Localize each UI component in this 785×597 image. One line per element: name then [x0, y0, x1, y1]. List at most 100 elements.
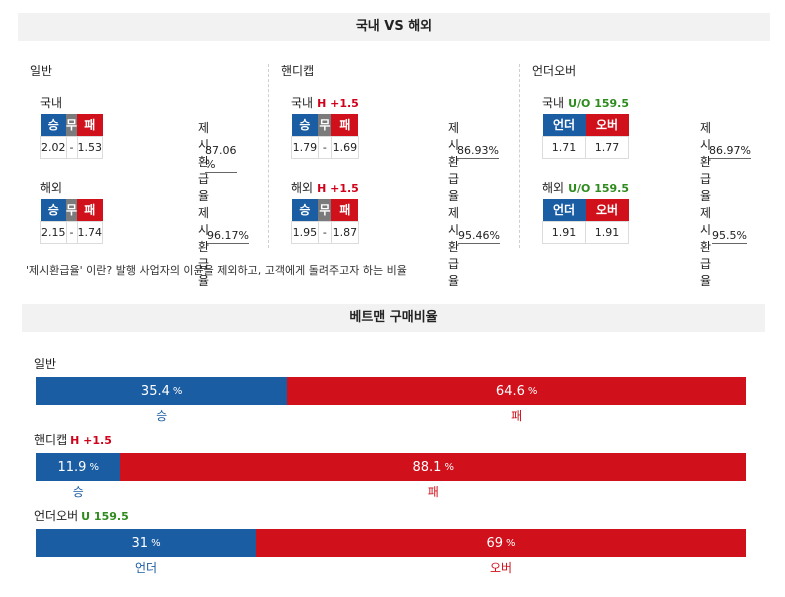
- rate-label: 제시환급율: [448, 121, 460, 203]
- odds-draw: -: [65, 135, 78, 159]
- rate-value: 86.97%: [709, 144, 751, 159]
- column-title: 언더오버: [532, 64, 577, 78]
- handicap-tag: H +1.5: [317, 182, 359, 195]
- header-loss: 패: [77, 114, 103, 136]
- header-draw: 무: [66, 114, 78, 136]
- percent-unit: %: [506, 537, 516, 549]
- bet-row-title: 언더오버 U 159.5: [34, 507, 129, 524]
- bet-row-title: 일반: [34, 355, 59, 372]
- bet-right-value: 64.6: [495, 383, 525, 399]
- bet-ratio-bar: 11.9% 88.1%: [36, 453, 746, 481]
- bet-right-segment: 64.6%: [287, 377, 746, 405]
- rate-value: 87.06 %: [205, 144, 237, 173]
- handicap-tag: H +1.5: [317, 97, 359, 110]
- column-divider: [268, 64, 269, 248]
- odds-win: 2.02: [40, 135, 67, 159]
- bet-right-value: 88.1: [412, 459, 442, 475]
- block-name: 국내: [40, 96, 63, 110]
- column-general: 일반 국내 승 무 패 2.02 - 1.53 제시환급율 87.06 % 해외…: [30, 62, 260, 288]
- block-name: 국내: [291, 96, 314, 110]
- header-win: 승: [40, 199, 66, 221]
- odds-over: 1.77: [585, 135, 630, 159]
- rate-value: 86.93%: [457, 144, 499, 159]
- rate-label: 제시환급율: [700, 121, 712, 203]
- rate-value: 95.5%: [712, 229, 747, 244]
- odds-table: 승 무 패 1.95 - 1.87: [291, 199, 359, 244]
- bet-right-label: 오버: [489, 561, 513, 575]
- bet-left-value: 31: [131, 535, 149, 551]
- header-win: 승: [291, 199, 319, 221]
- odds-block-domestic: 국내 H +1.5 승 무 패 1.79 - 1.69 제시환급율 86.93%: [291, 94, 499, 203]
- header-draw: 무: [318, 114, 332, 136]
- bet-left-value: 35.4: [140, 383, 170, 399]
- bet-row-name: 언더오버: [34, 509, 79, 523]
- bet-right-segment: 88.1%: [120, 453, 746, 481]
- refund-rate-note: '제시환급율' 이란? 발행 사업자의 이윤을 제외하고, 고객에게 돌려주고자…: [26, 264, 407, 277]
- bet-right-value: 69: [486, 535, 504, 551]
- percent-unit: %: [89, 461, 99, 473]
- bet-left-segment: 11.9%: [36, 453, 121, 481]
- top-section-header: 국내 VS 해외: [18, 13, 770, 41]
- odds-table: 언더 오버 1.71 1.77: [541, 114, 630, 159]
- odds-table: 승 무 패 1.79 - 1.69: [291, 114, 359, 159]
- column-under-over: 언더오버 국내 U/O 159.5 언더 오버 1.71 1.77 제시환급율 8…: [532, 62, 762, 288]
- block-title: 해외 U/O 159.5: [542, 179, 629, 197]
- rate-label: 제시환급율: [198, 206, 210, 288]
- header-over: 오버: [585, 114, 629, 136]
- betman-section-header: 베트맨 구매비율: [22, 304, 765, 332]
- odds-table: 승 무 패 2.15 - 1.74: [40, 199, 104, 244]
- header-under: 언더: [542, 114, 586, 136]
- block-title: 국내: [40, 94, 62, 112]
- bet-row-name: 일반: [34, 357, 57, 371]
- total-line-tag: U/O 159.5: [568, 97, 630, 110]
- percent-unit: %: [151, 537, 161, 549]
- odds-draw: -: [317, 135, 332, 159]
- odds-win: 2.15: [40, 220, 67, 244]
- block-title: 해외: [40, 179, 62, 197]
- header-loss: 패: [77, 199, 103, 221]
- odds-draw: -: [317, 220, 332, 244]
- header-loss: 패: [331, 199, 359, 221]
- block-title: 국내 H +1.5: [291, 94, 359, 112]
- odds-loss: 1.69: [330, 135, 359, 159]
- column-handicap: 핸디캡 국내 H +1.5 승 무 패 1.79 - 1.69 제시환급율 86.…: [281, 62, 511, 288]
- block-name: 해외: [542, 181, 565, 195]
- bet-right-segment: 69%: [256, 529, 746, 557]
- odds-loss: 1.87: [330, 220, 359, 244]
- bet-right-label: 패: [427, 485, 439, 499]
- bet-row-tag: U 159.5: [81, 510, 129, 523]
- column-title: 핸디캡: [281, 64, 315, 78]
- bet-ratio-bar: 35.4% 64.6%: [36, 377, 746, 405]
- header-win: 승: [40, 114, 66, 136]
- column-divider: [519, 64, 520, 248]
- bet-row-name: 핸디캡: [34, 433, 68, 447]
- odds-block-domestic: 국내 승 무 패 2.02 - 1.53 제시환급율 87.06 %: [40, 94, 237, 203]
- odds-block-overseas: 해외 H +1.5 승 무 패 1.95 - 1.87 제시환급율 95.46%: [291, 179, 500, 288]
- bet-right-label: 패: [511, 409, 523, 423]
- bet-left-label: 승: [156, 409, 168, 423]
- rate-value: 95.46%: [458, 229, 500, 244]
- block-title: 국내 U/O 159.5: [542, 94, 629, 112]
- odds-loss: 1.53: [76, 135, 104, 159]
- odds-loss: 1.74: [76, 220, 104, 244]
- rate-label: 제시환급율: [198, 121, 210, 203]
- rate-label: 제시환급율: [448, 206, 460, 288]
- odds-block-overseas: 해외 U/O 159.5 언더 오버 1.91 1.91 제시환급율 95.5%: [541, 179, 747, 288]
- percent-unit: %: [172, 385, 183, 397]
- header-under: 언더: [542, 199, 586, 221]
- bet-row-title: 핸디캡 H +1.5: [34, 431, 112, 448]
- percent-unit: %: [527, 385, 538, 397]
- block-title: 해외 H +1.5: [291, 179, 359, 197]
- bet-row-tag: H +1.5: [70, 434, 112, 447]
- odds-over: 1.91: [585, 220, 630, 244]
- bet-ratio-bar: 31% 69%: [36, 529, 746, 557]
- bet-left-value: 11.9: [57, 459, 87, 475]
- total-line-tag: U/O 159.5: [568, 182, 630, 195]
- odds-table: 언더 오버 1.91 1.91: [541, 199, 630, 244]
- block-name: 해외: [40, 181, 63, 195]
- odds-table: 승 무 패 2.02 - 1.53: [40, 114, 104, 159]
- odds-draw: -: [65, 220, 78, 244]
- bet-left-segment: 35.4%: [36, 377, 288, 405]
- rate-label: 제시환급율: [700, 206, 712, 288]
- odds-win: 1.95: [291, 220, 319, 244]
